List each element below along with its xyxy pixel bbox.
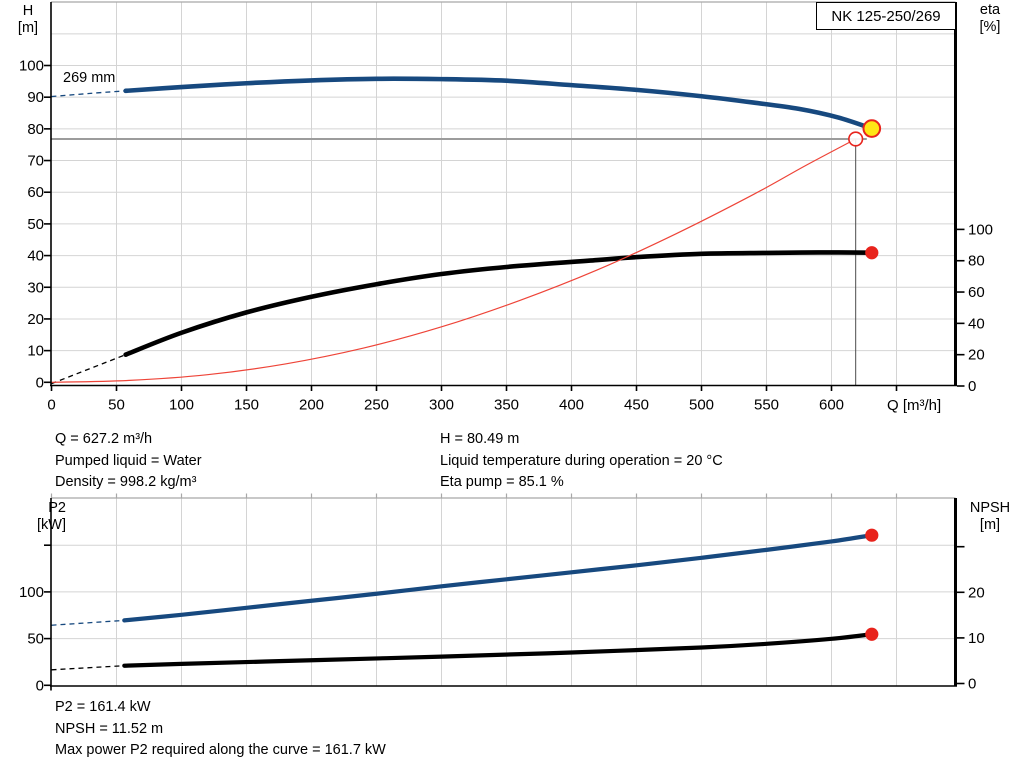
bottom-info-column: P2 = 161.4 kW NPSH = 11.52 m Max power P… [55, 697, 386, 762]
left-axis-tick-label: 80 [27, 121, 44, 138]
p2-value-text: P2 = 161.4 kW [55, 699, 151, 715]
x-axis-tick-label: 50 [108, 397, 125, 414]
pump-model-box: NK 125-250/269 [816, 2, 956, 30]
left-axis-tick-label: 0 [36, 677, 44, 694]
left-axis-tick-label: 0 [36, 374, 44, 391]
npsh-curve [122, 632, 874, 668]
left-axis-tick-label: 10 [27, 343, 44, 360]
left-axis-tick-label: 30 [27, 279, 44, 296]
right-axis-tick-label: 60 [968, 284, 985, 301]
efficiency-point [865, 246, 879, 260]
x-axis-tick-label: 550 [754, 397, 779, 414]
left-axis-tick-label: 50 [27, 631, 44, 648]
pumped-liquid-text: Pumped liquid = Water [55, 452, 202, 469]
x-axis-tick-label: 250 [364, 397, 389, 414]
p2-curve-dashed-lead [51, 619, 125, 626]
x-axis-tick-label: 300 [429, 397, 454, 414]
right-axis-tick-label: 10 [968, 630, 985, 647]
left-axis-tick-label: 20 [27, 311, 44, 328]
efficiency-curve-dashed-lead [51, 354, 126, 385]
right-axis-tick-label: 100 [968, 221, 993, 238]
system-curve [50, 138, 857, 383]
head-curve-269mm [123, 76, 875, 131]
npsh-value-text: NPSH = 11.52 m [55, 720, 164, 737]
right-axis-tick-label: 20 [968, 584, 985, 601]
right-axis-tick-label: 40 [968, 315, 985, 332]
q-axis-title: Q [m³/h] [887, 397, 942, 414]
q-value-text: Q = 627.2 m³/h [55, 431, 153, 447]
h-value-text: H = 80.49 m [440, 431, 520, 447]
x-axis-tick-label: 350 [494, 397, 519, 414]
right-axis-tick-label: 0 [968, 676, 976, 693]
pump-model-label: NK 125-250/269 [831, 7, 941, 25]
x-axis-tick-label: 500 [689, 397, 714, 414]
right-axis-tick-label: 0 [968, 378, 976, 395]
x-axis-tick-label: 400 [559, 397, 584, 414]
h-axis-title: H [m] [17, 3, 39, 36]
operating-point[interactable] [862, 119, 882, 138]
requested-duty-point[interactable] [848, 131, 864, 147]
eta-axis-title: eta [%] [979, 2, 1001, 35]
right-axis-tick-label: 20 [968, 347, 985, 364]
x-axis-tick-label: 450 [624, 397, 649, 414]
x-axis-tick-label: 150 [234, 397, 259, 414]
p2-end-point [865, 528, 879, 542]
left-axis-tick-label: 60 [27, 184, 44, 201]
max-power-text: Max power P2 required along the curve = … [55, 742, 386, 759]
left-axis-tick-label: 100 [19, 584, 44, 601]
x-axis-tick-label: 100 [169, 397, 194, 414]
head-curve-269mm-dashed-lead [51, 90, 126, 98]
efficiency-curve [123, 250, 875, 357]
npsh-end-point [865, 627, 879, 641]
eta-pump-text: Eta pump = 85.1 % [440, 474, 564, 491]
p2-axis-title: P2 [kW] [37, 500, 66, 533]
x-axis-tick-label: 200 [299, 397, 324, 414]
impeller-diameter-label: 269 mm [63, 70, 116, 86]
left-axis-tick-label: 70 [27, 153, 44, 170]
left-axis-tick-label: 90 [27, 89, 44, 106]
right-axis-tick-label: 80 [968, 253, 985, 270]
x-axis-tick-label: 600 [819, 397, 844, 414]
left-axis-tick-label: 50 [27, 216, 44, 233]
x-axis-tick-label: 0 [47, 397, 55, 414]
density-text: Density = 998.2 kg/m³ [55, 474, 197, 491]
npsh-curve-dashed-lead [51, 665, 125, 671]
top-info-right-column: H = 80.49 m Liquid temperature during op… [440, 429, 723, 494]
npsh-axis-title: NPSH [m] [969, 500, 1011, 533]
p2-curve [122, 533, 874, 623]
liquid-temp-text: Liquid temperature during operation = 20… [440, 452, 723, 469]
left-axis-tick-label: 100 [19, 58, 44, 75]
left-axis-tick-label: 40 [27, 248, 44, 265]
top-info-left-column: Q = 627.2 m³/h Pumped liquid = Water Den… [55, 429, 202, 494]
